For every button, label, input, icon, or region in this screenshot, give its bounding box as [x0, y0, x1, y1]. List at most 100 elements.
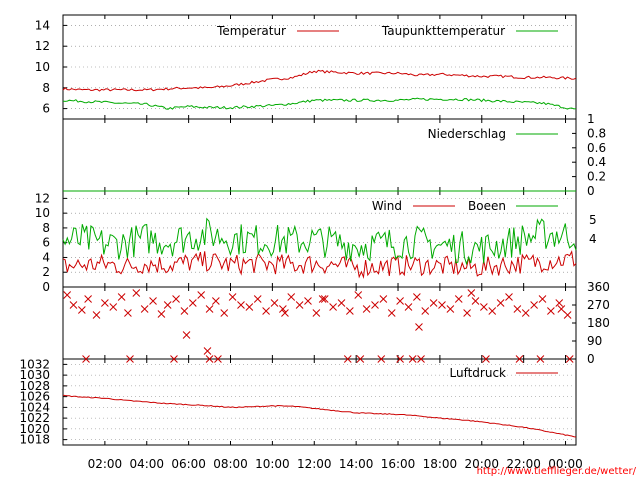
y-tick-label: 0.4: [587, 155, 606, 169]
wind-direction-point: [228, 293, 237, 301]
wind-direction-point: [180, 307, 189, 315]
y-tick-label: 1030: [19, 368, 50, 382]
wind-direction-point: [404, 303, 413, 311]
wind-direction-point: [329, 303, 337, 311]
wind-direction-point: [253, 295, 262, 303]
x-tick-label: 08:00: [213, 457, 248, 471]
y-tick-label: 12: [35, 39, 50, 53]
wind-direction-point: [109, 303, 118, 311]
wind-direction-point: [205, 355, 214, 363]
legends: [297, 30, 558, 374]
wind-direction-point: [279, 305, 287, 313]
wind-direction-point: [182, 331, 191, 339]
wind-direction-point: [63, 291, 72, 299]
wind-direction-point: [343, 355, 352, 363]
y-tick-label: 1022: [19, 411, 50, 425]
wind-direction-point: [163, 301, 172, 309]
wind-direction-point: [480, 303, 488, 311]
wind-direction-point: [446, 305, 455, 313]
y-tick-label: 6: [42, 236, 50, 250]
wind-direction-point: [220, 309, 229, 317]
wind-direction-point: [214, 355, 222, 363]
wind-direction-point: [205, 305, 214, 313]
y-tick-label: 90: [587, 334, 602, 348]
legend-label-temperatur: Temperatur: [216, 24, 286, 38]
x-tick-label: 16:00: [381, 457, 416, 471]
y-tick-label: 1020: [19, 422, 50, 436]
wind-direction-point: [124, 309, 132, 317]
wind-direction-point: [557, 305, 566, 313]
wind-direction-point: [337, 299, 346, 307]
wind-direction-point: [396, 355, 404, 363]
wind-direction-point: [387, 309, 396, 317]
wind-direction-point: [320, 295, 329, 303]
wind-direction-point: [538, 295, 547, 303]
wind-direction-point: [354, 291, 363, 299]
wind-direction-point: [565, 355, 574, 363]
x-tick-label: 14:00: [339, 457, 374, 471]
wind-direction-point: [471, 297, 480, 305]
wind-direction-point: [82, 355, 90, 363]
wind-direction-point: [157, 310, 166, 318]
panel-wind-direction-frame: [62, 286, 577, 360]
wind-direction-point: [245, 303, 254, 311]
series-line-taupunkttemperatur: [62, 97, 577, 110]
wind-direction-point: [188, 299, 197, 307]
y-tick-label: 0: [42, 280, 50, 294]
wind-direction-point: [92, 311, 101, 319]
wind-direction-point: [496, 299, 505, 307]
x-tick-label: 06:00: [171, 457, 206, 471]
wind-direction-point: [262, 307, 270, 315]
wind-direction-point: [408, 355, 417, 363]
wind-direction-point: [536, 355, 545, 363]
x-tick-label: 04:00: [129, 457, 164, 471]
wind-direction-point: [521, 309, 530, 317]
panel-pressure-frame: [62, 358, 577, 446]
wind-direction-point: [467, 289, 476, 297]
x-tick-label: 12:00: [297, 457, 332, 471]
y-tick-label: 8: [42, 221, 50, 235]
right-axis-label: 5: [589, 213, 597, 227]
y-tick-label: 1024: [19, 400, 50, 414]
wind-direction-point: [132, 289, 141, 297]
grid-lines: [63, 25, 576, 440]
x-tick-label: 00:00: [548, 457, 583, 471]
wind-direction-point: [312, 309, 321, 317]
y-tick-label: 14: [35, 18, 50, 32]
tick-labels: 02:00 04:00 06:00 08:00 10:00 12:00 14:00 16:00…: [19, 18, 609, 471]
y-tick-label: 270: [587, 298, 610, 312]
y-tick-label: 0.6: [587, 141, 606, 155]
y-tick-label: 10: [35, 60, 50, 74]
wind-direction-point: [237, 301, 245, 309]
y-tick-label: 1028: [19, 379, 50, 393]
wind-direction-point: [482, 355, 490, 363]
wind-direction-point: [377, 355, 386, 363]
wind-direction-point: [170, 355, 178, 363]
source-url: http://www.tiefflieger.de/wetter/: [477, 466, 637, 477]
wind-direction-point: [126, 355, 134, 363]
wind-direction-point: [101, 299, 109, 307]
wind-direction-point: [515, 355, 524, 363]
legend-label-boeen: Boeen: [468, 199, 506, 213]
wind-direction-point: [197, 291, 206, 299]
y-tick-label: 4: [42, 250, 50, 264]
x-tick-label: 20:00: [464, 457, 499, 471]
wind-direction-point: [505, 293, 513, 301]
y-tick-label: 1: [587, 112, 595, 126]
y-tick-label: 0.8: [587, 126, 606, 140]
y-tick-label: 12: [35, 191, 50, 205]
wind-direction-point: [396, 297, 404, 305]
wind-direction-point: [287, 293, 296, 301]
wind-direction-point: [415, 323, 423, 331]
wind-direction-point: [211, 297, 220, 305]
wind-direction-point: [304, 297, 312, 305]
wind-direction-point: [270, 299, 279, 307]
wind-direction-point: [172, 295, 180, 303]
wind-direction-point: [203, 347, 212, 355]
wind-direction-point: [530, 301, 538, 309]
wind-direction-point: [346, 307, 354, 315]
wind-direction-point: [371, 301, 379, 309]
wind-direction-point: [295, 301, 304, 309]
wind-direction-point: [563, 311, 572, 319]
y-tick-label: 2: [42, 265, 50, 279]
